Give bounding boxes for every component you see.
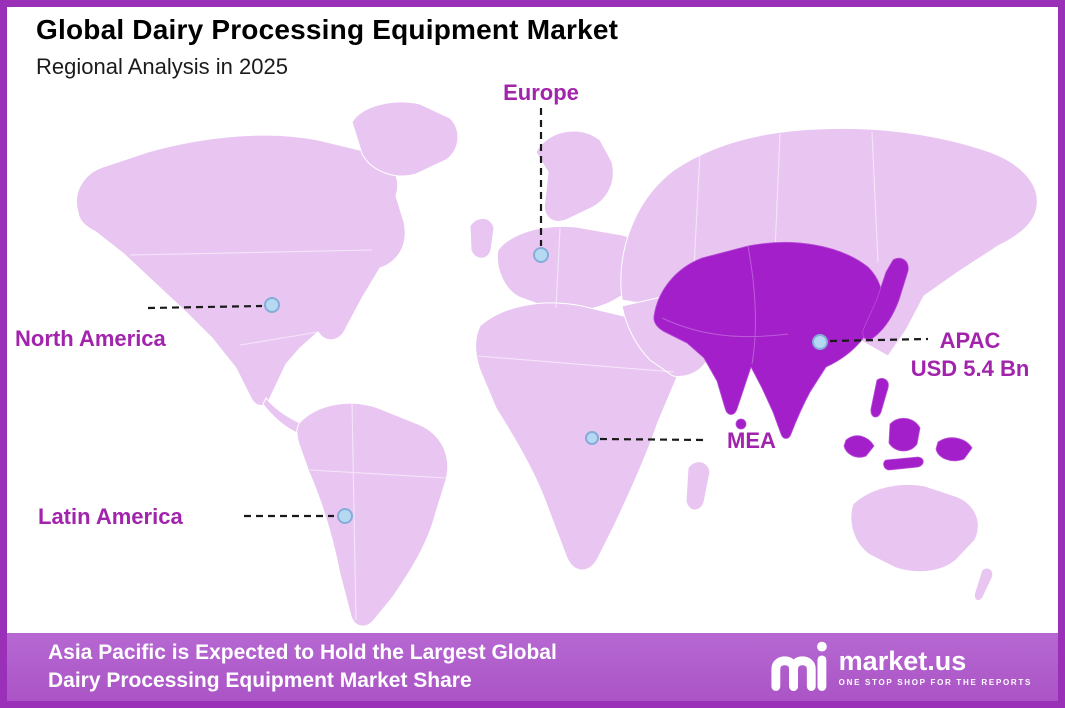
apac-country-borders	[661, 245, 789, 365]
australia	[850, 483, 979, 573]
marketus-logo: market.us ONE STOP SHOP FOR THE REPORTS	[767, 638, 1032, 696]
page-subtitle: Regional Analysis in 2025	[36, 54, 288, 79]
marketus-logo-text: market.us	[838, 646, 967, 676]
footer-headline: Asia Pacific is Expected to Hold the Lar…	[48, 639, 557, 695]
region-label-europe: Europe	[503, 80, 579, 105]
borneo	[888, 418, 921, 452]
marketus-logo-icon	[771, 641, 827, 691]
madagascar	[685, 461, 711, 511]
new-zealand	[973, 567, 994, 602]
region-apac-shape	[653, 241, 883, 439]
marker-mea	[585, 431, 599, 445]
japan	[862, 257, 909, 341]
leader-line-apac	[829, 337, 929, 343]
continent-north-america	[76, 134, 406, 406]
region-label-north-america: North America	[15, 326, 166, 351]
region-label-apac-value: USD 5.4 Bn	[910, 356, 1030, 381]
country-borders	[129, 131, 879, 621]
continent-south-america	[296, 402, 449, 627]
new-guinea	[935, 437, 973, 462]
marker-north-america	[264, 297, 280, 313]
united-kingdom	[469, 217, 495, 259]
page-title: Global Dairy Processing Equipment Market	[36, 14, 619, 45]
footer-banner: Asia Pacific is Expected to Hold the Lar…	[7, 633, 1058, 701]
region-label-mea: MEA	[727, 428, 776, 453]
philippines	[870, 378, 889, 418]
region-label-latin-america: Latin America	[38, 504, 183, 529]
java	[883, 456, 924, 471]
footer-headline-line1: Asia Pacific is Expected to Hold the Lar…	[48, 641, 557, 664]
continent-africa	[475, 302, 680, 571]
scandinavia	[535, 130, 614, 222]
region-label-apac: APAC USD 5.4 Bn	[895, 327, 1045, 383]
greenland	[351, 101, 459, 177]
sumatra	[843, 435, 875, 458]
marker-europe	[533, 247, 549, 263]
marker-apac	[812, 334, 828, 350]
region-label-apac-name: APAC	[939, 328, 1001, 353]
leader-line-mea	[599, 437, 707, 442]
marketus-logo-tagline: ONE STOP SHOP FOR THE REPORTS	[838, 678, 1032, 687]
marker-latin-america	[337, 508, 353, 524]
central-america	[262, 397, 303, 434]
footer-headline-line2: Dairy Processing Equipment Market Share	[48, 669, 472, 692]
sri-lanka	[735, 418, 747, 430]
